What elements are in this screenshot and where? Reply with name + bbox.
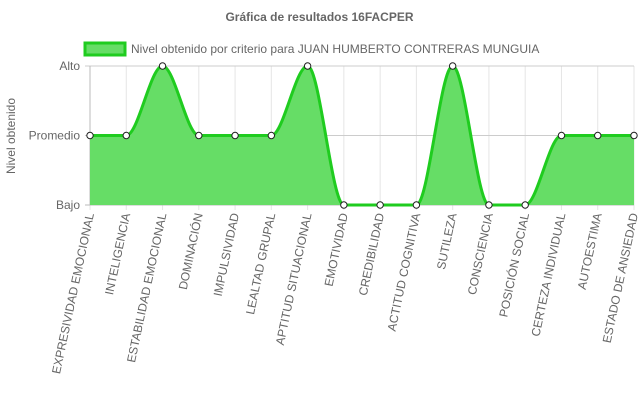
data-point [485,201,493,209]
x-tick-label: EMOTIVIDAD [322,211,351,287]
x-tick-label: ESTABILIDAD EMOCIONAL [124,211,169,363]
chart-title: Gráfica de resultados 16FACPER [225,10,413,24]
x-tick-label: CREDIBILIDAD [356,211,387,296]
data-point [630,131,638,140]
x-tick-label: CERTEZA INDIVIDUAL [529,211,569,337]
x-tick-label: INTELIGENCIA [102,212,133,296]
y-tick-label: Promedio [29,129,81,143]
data-point [376,201,384,209]
data-point [122,131,130,140]
data-point [448,62,457,70]
series-area [89,64,634,207]
x-tick-label: ACTITUD COGNITIVA [385,212,424,333]
y-tick-label: Alto [59,59,80,73]
x-tick-label: IMPULSIVIDAD [211,211,242,297]
x-tick-label: APTITUD SITUACIONAL [273,211,315,346]
x-tick-label: POSICIÓN SOCIAL [495,211,532,318]
x-tick-label: AUTOESTIMA [575,212,605,291]
data-point [267,131,276,140]
x-tick-label: LEALTAD GRUPAL [243,211,278,315]
data-points [86,62,638,209]
x-tick-label: DOMINACIÓN [175,212,206,291]
data-point [412,201,421,209]
series-area-fill [90,66,634,205]
legend-label: Nivel obtenido por criterio para JUAN HU… [131,42,539,56]
data-point [231,131,239,140]
x-tick-label: CONSCIENCIA [465,212,496,296]
data-point [195,131,203,140]
data-point [86,131,94,140]
x-axis-ticks: EXPRESIVIDAD EMOCIONAL INTELIGENCIAESTABI… [49,211,639,375]
x-tick-label: SUTILEZA [434,212,460,271]
data-point [303,62,312,70]
legend[interactable]: Nivel obtenido por criterio para JUAN HU… [83,41,539,57]
data-point [340,201,348,209]
legend-swatch [83,41,127,57]
x-tick-label: EXPRESIVIDAD EMOCIONAL [49,211,97,375]
data-point [521,201,529,209]
series-line [89,64,634,207]
x-tick-label: ESTADO DE ANSIEDAD [600,211,639,344]
data-point [158,62,167,70]
y-axis-ticks: Bajo Promedio Alto [29,59,81,212]
y-tick-label: Bajo [56,198,80,212]
y-axis-title: Nivel obtenido [4,98,18,174]
data-point [557,131,566,140]
data-point [594,131,602,140]
